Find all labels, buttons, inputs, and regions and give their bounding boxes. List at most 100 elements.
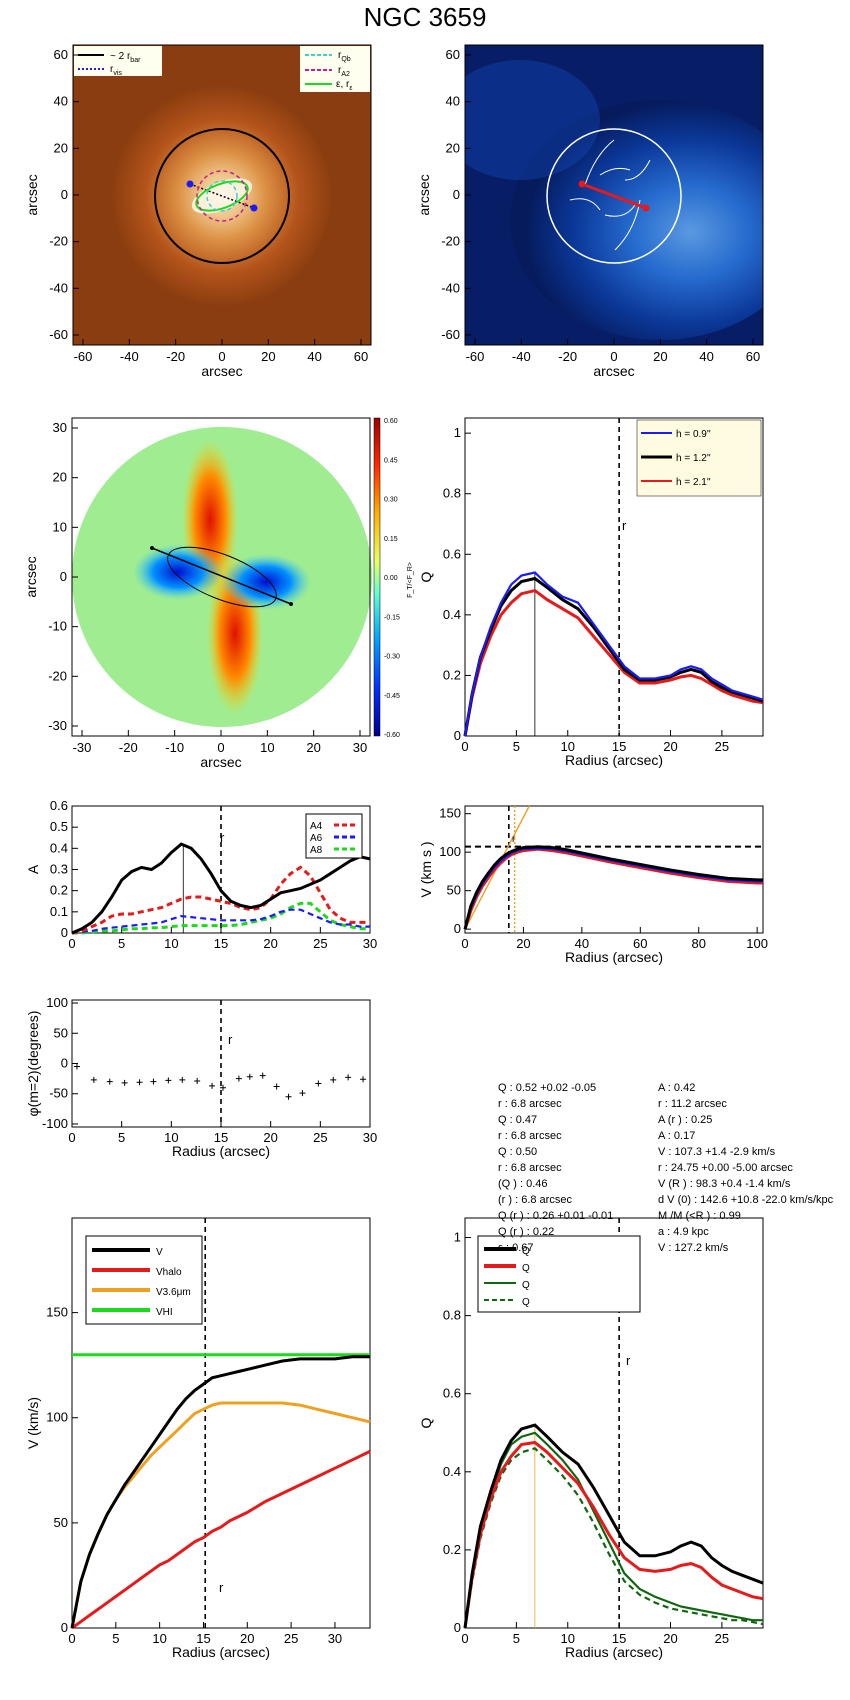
- data-point: [150, 1078, 157, 1085]
- x-tick-label: 0: [218, 349, 225, 364]
- qt-halo-corrected-plot: 0 5 10 15 20 25 0 0.2 0.4 0.6 0.8 1 Radius (arcsec) Q…: [418, 1217, 764, 1660]
- series-line: [71, 865, 370, 935]
- param-rqb-halo: r : 6.8 arcsec: [498, 1130, 562, 1142]
- y-tick-label: 150: [439, 806, 461, 821]
- image-axes: -60 -60 -40 -40 -20 -20 0 0 20 20 40 40 60 60 arcsec ar…: [24, 47, 368, 379]
- y-tick-label: -20: [49, 234, 68, 249]
- param-vinf: V : 127.2 km/s: [658, 1242, 729, 1254]
- y-tick-label: 0: [454, 728, 461, 743]
- legend-entry: h = 2.1'': [676, 477, 711, 488]
- colorbar-tick-label: 0.45: [384, 457, 398, 464]
- y-tick-label: 20: [54, 140, 68, 155]
- x-tick-label: 20: [663, 739, 677, 754]
- x-tick-label: 100: [746, 936, 768, 951]
- epsilon-ellipse: [195, 180, 249, 212]
- x-tick-label: 20: [240, 1631, 254, 1646]
- legend-entry: A8: [310, 845, 323, 856]
- y-tick-label: 0.5: [50, 819, 68, 834]
- residual-axes: -60 -60 -40 -40 -20 -20 0 0 20 20 40 40 60 60 arcsec ar…: [416, 47, 760, 379]
- series-line: [463, 1447, 764, 1629]
- series-line: [71, 842, 371, 935]
- y-tick-label: -10: [48, 619, 67, 634]
- y-axis-label: Q: [418, 1417, 434, 1428]
- y-axis-label: arcsec: [23, 556, 39, 597]
- force-map-panel: F_T/<F_R>: [71, 417, 414, 737]
- rbar-label: r: [219, 1580, 224, 1595]
- bar-endpoint: [642, 204, 650, 212]
- x-tick-label: 60: [354, 349, 368, 364]
- colorbar-tick-label: 0.15: [384, 536, 398, 543]
- x-tick-label: 10: [164, 1130, 178, 1145]
- x-tick-label: -10: [165, 740, 184, 755]
- legend-ra2: rA2: [338, 65, 350, 78]
- y-tick-label: -100: [42, 1116, 68, 1131]
- qt-vs-scale-height-plot: 0 5 10 15 20 25 0 0.2 0.4 0.6 0.8 1 Radius (arcsec) Q…: [418, 417, 764, 768]
- x-tick-label: -40: [120, 349, 139, 364]
- x-tick-label: -20: [166, 349, 185, 364]
- colorbar: [373, 417, 381, 737]
- colorbar-tick-label: 0.00: [384, 575, 398, 582]
- data-point: [90, 1076, 97, 1083]
- x-axis-label: Radius (arcsec): [172, 1644, 270, 1660]
- y-tick-label: -20: [48, 668, 67, 683]
- x-tick-label: 0: [461, 739, 468, 754]
- param-dv0: d V (0) : 142.6 +10.8 -22.0 km/s/kpc: [658, 1194, 834, 1206]
- x-tick-label: 20: [306, 740, 320, 755]
- data-point: [165, 1077, 172, 1084]
- x-tick-label: 5: [513, 1631, 520, 1646]
- y-axis-label: V (km s ): [418, 842, 434, 898]
- x-tick-label: 0: [68, 1130, 75, 1145]
- x-axis-label: Radius (arcsec): [172, 1143, 270, 1159]
- x-tick-label: 25: [715, 739, 729, 754]
- x-tick-label: 5: [118, 1130, 125, 1145]
- data-point: [121, 1079, 128, 1086]
- x-tick-label: 15: [214, 936, 228, 951]
- force-lobe-left: [133, 544, 223, 600]
- param-rqb-baronly: r : 6.8 arcsec: [498, 1162, 562, 1174]
- x-tick-label: 25: [284, 1631, 298, 1646]
- series-line: [463, 588, 764, 737]
- parameter-column-left: Q : 0.52 +0.02 -0.05 r : 6.8 arcsec Q : …: [498, 1080, 668, 1256]
- x-tick-label: 10: [260, 740, 274, 755]
- x-axis-label: arcsec: [201, 363, 242, 379]
- rbar-label: r: [512, 834, 516, 845]
- legend-entry: V3.6μm: [156, 1287, 191, 1298]
- colorbar-tick-label: -0.30: [384, 654, 400, 661]
- param-v-ropt: V (R ) : 98.3 +0.4 -1.4 km/s: [658, 1178, 791, 1190]
- legend-entry: Vhalo: [156, 1267, 182, 1278]
- x-tick-label: 30: [353, 740, 367, 755]
- x-tick-label: 10: [164, 936, 178, 951]
- series-line: [71, 908, 370, 935]
- series-line: [463, 847, 763, 930]
- legend-box-left: [74, 46, 162, 76]
- x-tick-label: 40: [699, 349, 713, 364]
- y-tick-label: 0.4: [443, 607, 461, 622]
- x-tick-label: 60: [746, 349, 760, 364]
- x-tick-label: 30: [328, 1631, 342, 1646]
- param-qt-halo-rbar: Q (r ) : 0.22: [498, 1226, 555, 1238]
- rbar-label: r: [626, 1353, 631, 1368]
- force-map-axes: -30 -30 -20 -20 -10 -10 0 0 10 10 20 20 30 30 arcsec ar…: [23, 420, 367, 770]
- x-tick-label: -30: [73, 740, 92, 755]
- y-tick-label: 0.6: [443, 1386, 461, 1401]
- x-tick-label: 0: [68, 1631, 75, 1646]
- param-mh-ms: M /M (<R ) : 0.99: [658, 1210, 741, 1222]
- y-tick-label: 20: [53, 470, 67, 485]
- data-point: [315, 1080, 322, 1087]
- x-tick-label: 20: [263, 936, 277, 951]
- x-tick-label: -40: [512, 349, 531, 364]
- data-point: [219, 1084, 226, 1091]
- x-tick-label: 0: [461, 936, 468, 951]
- data-point: [259, 1072, 266, 1079]
- series-line: [463, 1440, 764, 1629]
- param-epsilon: ε : 0.67: [498, 1242, 534, 1254]
- param-qb: Q : 0.52 +0.02 -0.05: [498, 1082, 597, 1094]
- y-tick-label: 60: [446, 47, 460, 62]
- x-tick-label: 20: [653, 349, 667, 364]
- figure-title: NGC 3659: [364, 2, 487, 32]
- x-tick-label: 5: [112, 1631, 119, 1646]
- x-tick-label: 60: [633, 936, 647, 951]
- colorbar-tick-label: 0.30: [384, 497, 398, 504]
- y-tick-label: 0: [60, 569, 67, 584]
